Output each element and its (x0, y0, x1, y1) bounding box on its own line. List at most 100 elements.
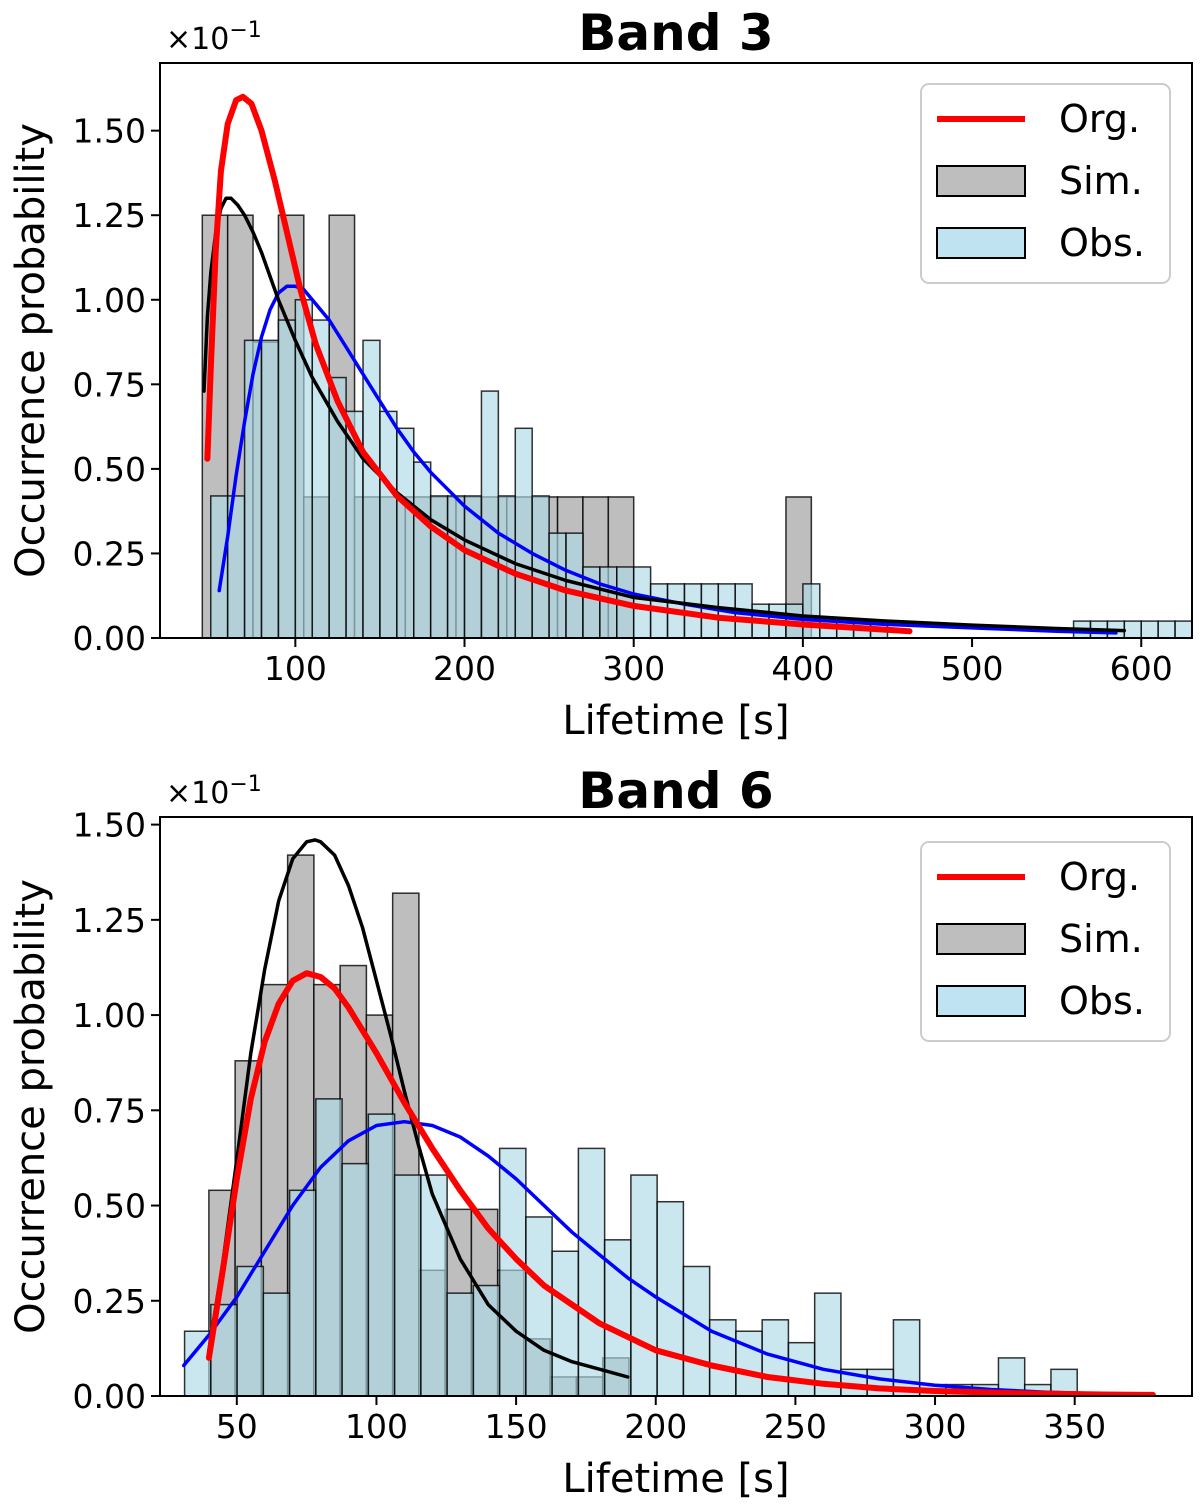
hist-bar (379, 410, 398, 638)
y-offset-text: ×10−1 (166, 18, 262, 57)
hist-bar (183, 1330, 212, 1396)
legend-label: Obs. (1059, 221, 1145, 265)
curve-org (204, 93, 913, 635)
x-tick-label: 150 (485, 1407, 548, 1446)
histogram-obs (183, 1098, 1078, 1396)
hist-bar (632, 566, 652, 638)
legend-label: Sim. (1059, 917, 1143, 961)
hist-bar (341, 1162, 370, 1396)
x-tick-label: 100 (264, 649, 327, 688)
curve-org (205, 970, 1156, 1396)
legend-label: Org. (1059, 97, 1140, 141)
hist-bar (480, 390, 500, 638)
y-tick-label: 1.00 (73, 996, 146, 1035)
hist-bar (1191, 496, 1192, 638)
hist-bar (210, 495, 229, 638)
curve-obsfit (181, 1119, 1155, 1396)
x-axis-label: Lifetime [s] (562, 1456, 789, 1502)
hist-bar (1174, 620, 1192, 638)
x-tick-label: 600 (1110, 649, 1173, 688)
chart-title: Band 6 (578, 762, 773, 820)
x-tick-label: 200 (433, 649, 496, 688)
hist-bar (531, 495, 550, 638)
hist-bar (1191, 620, 1192, 638)
y-axis-label: Occurrence probability (8, 123, 54, 578)
hist-bar (525, 1216, 553, 1396)
hist-bar (551, 1250, 580, 1396)
y-tick-label: 0.00 (73, 1377, 146, 1416)
legend: Org. Sim. Obs. (920, 83, 1171, 284)
x-axis-label: Lifetime [s] (562, 698, 789, 744)
curve-obsfit (217, 284, 1118, 635)
plot-area (181, 838, 1156, 1396)
y-tick-label: 0.25 (73, 534, 146, 573)
legend-label: Obs. (1059, 979, 1145, 1023)
hist-bar (288, 1189, 317, 1396)
x-tick-label: 300 (602, 649, 665, 688)
hist-bar (682, 1265, 711, 1396)
hist-bar (1123, 620, 1142, 638)
hist-bar (866, 1368, 895, 1396)
legend-label: Org. (1059, 855, 1140, 899)
hist-bar (243, 339, 263, 638)
legend: Org. Sim. Obs. (920, 841, 1171, 1042)
hist-bar (315, 1098, 343, 1396)
x-tick-label: 300 (904, 1407, 967, 1446)
hist-bar (1157, 620, 1176, 638)
legend-swatch-patch (936, 923, 1026, 955)
hist-bar (577, 1147, 606, 1396)
hist-bar (367, 1113, 396, 1396)
hist-bar (446, 495, 466, 638)
hist-bar (498, 1147, 527, 1396)
y-tick-label: 1.50 (73, 806, 146, 845)
y-tick-label: 0.25 (73, 1282, 146, 1321)
hist-bar (787, 1341, 816, 1396)
hist-bar (630, 1174, 658, 1396)
legend-swatch-patch (936, 165, 1026, 197)
x-tick-label: 250 (764, 1407, 827, 1446)
x-tick-label: 400 (771, 649, 834, 688)
x-tick-label: 500 (941, 649, 1004, 688)
hist-bar (446, 1292, 475, 1396)
chart-title: Band 3 (578, 4, 773, 62)
y-tick-label: 1.25 (73, 901, 146, 940)
y-tick-label: 0.00 (73, 619, 146, 658)
curve-simfit (202, 196, 1127, 633)
y-tick-label: 1.25 (73, 196, 146, 235)
axes-frame (159, 816, 1193, 1397)
legend-label: Sim. (1059, 159, 1143, 203)
curve-simfit (207, 838, 630, 1379)
hist-bar (396, 427, 415, 638)
hist-bar (802, 583, 821, 638)
histogram-obs (210, 299, 1192, 638)
hist-bar (1140, 620, 1159, 638)
y-axis-label: Occurrence probability (8, 879, 54, 1334)
x-tick-label: 50 (216, 1407, 258, 1446)
hist-bar (429, 495, 449, 638)
plot-area (201, 93, 1192, 638)
chart-panel-2: 50 100 150 200 250 300 350 0.00 0.25 0.50 0.75 1.00… (8, 762, 1193, 1502)
hist-bar (514, 427, 533, 638)
y-tick-label: 0.50 (73, 1187, 146, 1226)
legend-swatch-patch (936, 985, 1026, 1017)
hist-bar (813, 1292, 842, 1396)
x-tick-label: 200 (624, 1407, 687, 1446)
hist-bar (413, 461, 432, 638)
hist-bar (294, 299, 314, 638)
y-tick-label: 1.00 (73, 281, 146, 320)
axes-frame (159, 62, 1193, 639)
y-offset-text: ×10−1 (166, 772, 262, 811)
hist-bar (260, 339, 280, 638)
y-tick-label: 0.75 (73, 1091, 146, 1130)
hist-bar (262, 1292, 291, 1396)
hist-bar (420, 1174, 448, 1396)
x-tick-label: 100 (345, 1407, 408, 1446)
hist-bar (277, 319, 297, 638)
y-tick-label: 0.75 (73, 365, 146, 404)
legend-swatch-patch (936, 227, 1026, 259)
y-tick-label: 0.50 (73, 450, 146, 489)
chart-panel-1: 100 200 300 400 500 600 0.00 0.25 0.50 0.75 1.00 1.… (8, 4, 1193, 744)
x-tick-label: 350 (1043, 1407, 1106, 1446)
y-tick-label: 1.50 (73, 112, 146, 151)
